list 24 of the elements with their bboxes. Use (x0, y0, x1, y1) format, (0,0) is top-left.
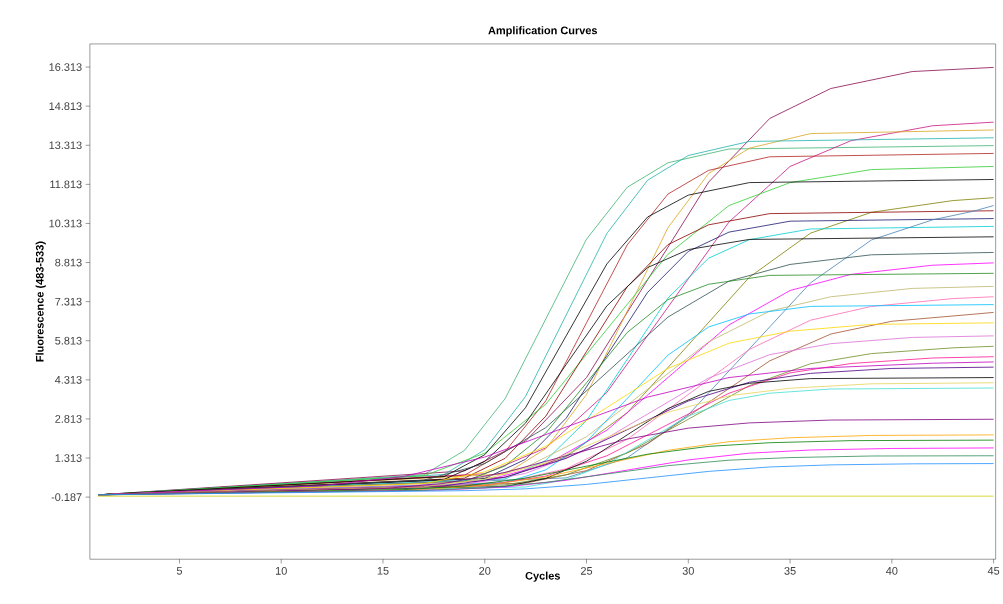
y-tick-label: 1.313 (55, 454, 82, 462)
x-tick-label: 10 (275, 566, 287, 575)
chart-title: Amplification Curves (488, 26, 598, 37)
y-tick-label: 7.313 (55, 297, 82, 306)
x-tick-label: 25 (580, 566, 593, 575)
y-tick-label: 14.813 (49, 102, 82, 110)
x-tick-label: 15 (377, 566, 389, 575)
y-tick-label: 8.813 (55, 258, 82, 267)
x-tick-label: 45 (987, 566, 1000, 575)
y-tick-label: 2.813 (55, 414, 82, 423)
y-tick-label: 11.813 (50, 180, 82, 189)
y-tick-label: 10.313 (49, 219, 82, 228)
y-tick-label: -0.187 (51, 493, 82, 501)
x-tick-label: 5 (176, 566, 183, 575)
x-tick-label: 35 (784, 566, 796, 575)
y-tick-label: 16.313 (49, 63, 82, 71)
y-tick-label: 4.313 (54, 375, 82, 384)
y-tick-label: 13.313 (49, 141, 82, 150)
x-tick-label: 30 (682, 566, 694, 575)
x-axis-title: Cycles (525, 571, 560, 582)
y-tick-label: 5.813 (55, 336, 82, 345)
x-tick-label: 20 (479, 566, 491, 575)
y-axis-title: Fluorescence (483-533) (35, 241, 46, 362)
x-tick-label: 40 (886, 566, 898, 575)
